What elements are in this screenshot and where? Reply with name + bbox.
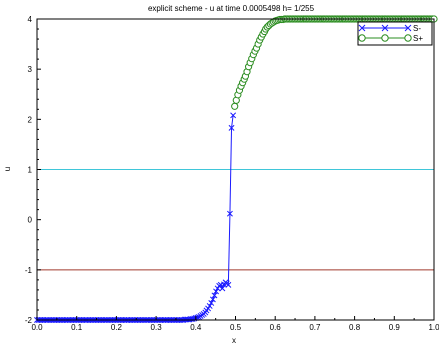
x-axis-label: x — [232, 336, 236, 345]
y-tick-label: 1 — [28, 166, 33, 175]
legend-marker — [404, 34, 412, 42]
y-tick-label: -1 — [25, 266, 33, 275]
data-point — [211, 292, 218, 299]
data-point — [209, 296, 216, 303]
x-tick-label: 0.3 — [151, 323, 163, 332]
data-point — [219, 285, 226, 292]
legend-marker — [381, 24, 389, 32]
legend-marker — [404, 24, 412, 32]
data-point — [226, 210, 233, 217]
x-tick-label: 0.7 — [309, 323, 321, 332]
legend-marker — [358, 34, 366, 42]
legend-entry: S- — [358, 24, 421, 33]
data-point — [206, 302, 213, 309]
y-axis-label: u — [3, 167, 12, 171]
y-tick-label: 0 — [28, 216, 33, 225]
x-tick-label: 0.2 — [111, 323, 123, 332]
legend-marker — [381, 34, 389, 42]
x-tick-label: 0.1 — [71, 323, 83, 332]
legend: S-S+ — [357, 21, 433, 46]
data-point — [230, 112, 237, 119]
legend-label: S- — [413, 24, 421, 33]
data-point — [213, 288, 220, 295]
y-tick-label: 3 — [28, 65, 33, 74]
y-tick-label: 2 — [28, 115, 33, 124]
data-point — [189, 316, 196, 322]
axis-ticks: 0.0 0.1 0.2 0.3 0.4 0.5 0.6 0.7 0.8 0.9 1.0 -2 -1 0 1 2… — [25, 15, 439, 332]
data-point — [228, 124, 235, 131]
x-tick-label: 0.5 — [230, 323, 242, 332]
x-tick-label: 0.0 — [31, 323, 43, 332]
legend-label: S+ — [413, 34, 423, 43]
x-tick-label: 0.9 — [389, 323, 401, 332]
data-point — [231, 102, 239, 110]
x-tick-label: 0.8 — [349, 323, 361, 332]
reference-lines — [37, 169, 434, 271]
legend-marker — [358, 24, 366, 32]
data-point — [208, 299, 215, 306]
y-tick-label: 4 — [28, 15, 33, 24]
legend-entry: S+ — [358, 34, 423, 43]
x-tick-label: 1.0 — [428, 323, 439, 332]
y-tick-label: -2 — [25, 316, 33, 325]
chart-title: explicit scheme - u at time 0.0005498 h=… — [148, 4, 315, 13]
x-tick-label: 0.4 — [190, 323, 202, 332]
x-tick-label: 0.6 — [270, 323, 282, 332]
data-point — [225, 281, 232, 288]
